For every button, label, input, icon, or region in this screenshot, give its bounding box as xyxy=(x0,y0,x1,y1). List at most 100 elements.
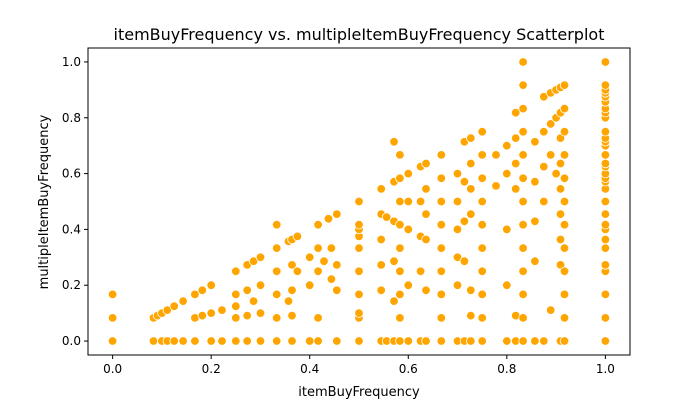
data-point xyxy=(555,158,566,169)
data-point xyxy=(466,158,476,169)
data-point xyxy=(389,137,399,147)
data-point xyxy=(313,266,323,277)
data-point xyxy=(559,126,570,137)
data-point xyxy=(518,150,528,160)
y-tick-label: 0.6 xyxy=(62,167,81,181)
x-tick-label: 0.6 xyxy=(399,362,418,376)
data-point xyxy=(395,336,405,346)
data-point xyxy=(217,336,227,346)
data-point xyxy=(555,184,566,194)
data-point xyxy=(389,256,399,266)
data-point xyxy=(231,313,241,323)
data-point xyxy=(518,219,528,230)
data-point xyxy=(559,196,570,207)
data-point xyxy=(600,196,611,207)
y-axis-label: multipleItemBuyFrequency xyxy=(37,114,52,289)
data-point xyxy=(466,336,476,346)
data-point xyxy=(305,336,315,346)
data-point xyxy=(502,336,512,346)
data-point xyxy=(539,196,549,207)
y-tick-label: 0.0 xyxy=(62,334,81,348)
x-tick-label: 0.2 xyxy=(202,362,221,376)
x-tick-label: 0.8 xyxy=(497,362,516,376)
data-point xyxy=(502,224,512,235)
data-point xyxy=(502,140,512,151)
data-point xyxy=(169,336,179,346)
data-point xyxy=(502,168,512,179)
data-point xyxy=(436,289,447,300)
data-point xyxy=(376,285,386,296)
data-point xyxy=(452,280,463,290)
data-point xyxy=(313,243,323,253)
data-point xyxy=(600,289,611,300)
data-point xyxy=(459,256,470,266)
data-point xyxy=(466,285,476,296)
data-point xyxy=(511,133,521,143)
data-point xyxy=(466,310,476,321)
data-point xyxy=(323,214,334,224)
data-point xyxy=(518,313,528,323)
data-point xyxy=(555,234,566,245)
data-point xyxy=(255,308,266,318)
data-point xyxy=(272,336,282,346)
data-point xyxy=(319,256,329,266)
data-point xyxy=(530,216,540,227)
data-point xyxy=(491,181,501,191)
data-point xyxy=(395,313,405,323)
x-tick-label: 0.4 xyxy=(300,362,319,376)
data-point xyxy=(530,336,540,346)
data-point xyxy=(421,285,431,296)
data-point xyxy=(217,305,227,315)
data-point xyxy=(231,301,241,311)
data-point xyxy=(477,126,487,137)
chart-title: itemBuyFrequency vs. multipleItemBuyFreq… xyxy=(114,25,605,44)
x-tick-label: 0.0 xyxy=(103,362,122,376)
data-point xyxy=(477,289,487,300)
data-point xyxy=(389,296,399,306)
data-point xyxy=(530,137,540,147)
data-point xyxy=(403,224,414,235)
data-point xyxy=(436,173,447,184)
data-point xyxy=(421,184,431,194)
data-point xyxy=(190,289,200,300)
data-point xyxy=(332,260,342,270)
data-point xyxy=(272,289,282,300)
points-layer xyxy=(107,57,611,346)
data-point xyxy=(395,219,405,230)
data-point xyxy=(518,336,528,346)
data-point xyxy=(415,266,426,277)
data-point xyxy=(403,168,414,179)
data-point xyxy=(248,296,259,306)
data-point xyxy=(206,336,216,346)
data-point xyxy=(354,266,364,277)
data-point xyxy=(197,310,208,321)
data-point xyxy=(600,150,611,160)
data-point xyxy=(559,313,570,323)
data-point xyxy=(403,336,414,346)
data-point xyxy=(436,336,447,346)
data-point xyxy=(559,336,570,346)
data-point xyxy=(530,176,540,187)
data-point xyxy=(559,243,570,253)
data-point xyxy=(231,336,241,346)
data-point xyxy=(539,161,549,172)
data-point xyxy=(403,280,414,290)
data-point xyxy=(354,219,364,230)
data-point xyxy=(559,80,570,90)
data-point xyxy=(354,336,364,346)
x-axis: 0.0 0.2 0.4 0.6 0.8 1.0 xyxy=(103,355,615,376)
data-point xyxy=(242,310,252,321)
data-point xyxy=(477,150,487,160)
data-point xyxy=(421,209,431,219)
data-point xyxy=(559,266,570,277)
data-point xyxy=(326,274,337,284)
data-point xyxy=(518,126,528,137)
data-point xyxy=(477,313,487,323)
data-point xyxy=(395,150,405,160)
data-point xyxy=(395,266,405,277)
data-point xyxy=(305,252,315,262)
data-point xyxy=(395,173,405,184)
data-point xyxy=(206,308,216,318)
data-point xyxy=(169,301,179,311)
data-point xyxy=(466,133,476,143)
